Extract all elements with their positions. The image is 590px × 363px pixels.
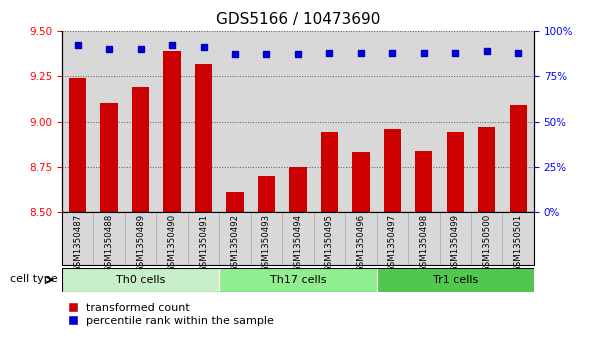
Bar (345, 212, 376, 265)
Bar (219, 268, 376, 292)
Text: GSM1350491: GSM1350491 (199, 214, 208, 272)
Point (388, 50, 397, 56)
Title: GDS5166 / 10473690: GDS5166 / 10473690 (216, 12, 380, 27)
Bar (282, 212, 314, 265)
Text: GSM1350488: GSM1350488 (104, 214, 114, 272)
Point (230, 52, 240, 57)
Text: GSM1350500: GSM1350500 (482, 214, 491, 272)
Text: GSM1350493: GSM1350493 (262, 214, 271, 272)
Point (168, 42, 177, 48)
Bar (415, 151, 432, 212)
Bar (219, 212, 251, 265)
Point (356, 50, 366, 56)
Bar (62, 268, 219, 292)
Point (293, 52, 303, 57)
Point (513, 50, 523, 56)
Text: Th17 cells: Th17 cells (270, 275, 326, 285)
Legend: transformed count, percentile rank within the sample: transformed count, percentile rank withi… (67, 301, 276, 327)
Bar (188, 212, 219, 265)
Bar (408, 212, 440, 265)
Text: GSM1350498: GSM1350498 (419, 214, 428, 272)
Text: GSM1350487: GSM1350487 (73, 214, 82, 272)
Bar (163, 51, 181, 212)
Bar (195, 64, 212, 212)
Bar (62, 212, 93, 265)
Bar (447, 132, 464, 212)
Bar (321, 132, 338, 212)
Point (199, 44, 208, 50)
Bar (227, 192, 244, 212)
Bar (314, 212, 345, 265)
Bar (125, 212, 156, 265)
Text: GSM1350501: GSM1350501 (514, 214, 523, 272)
Bar (352, 152, 369, 212)
Bar (69, 78, 86, 212)
Point (419, 50, 428, 56)
Point (482, 48, 491, 54)
Point (136, 46, 145, 52)
Bar (93, 212, 125, 265)
Bar (376, 212, 408, 265)
Text: GSM1350495: GSM1350495 (325, 214, 334, 272)
Bar (440, 212, 471, 265)
Bar (384, 129, 401, 212)
Bar (376, 268, 534, 292)
Text: GSM1350497: GSM1350497 (388, 214, 397, 272)
Bar (132, 87, 149, 212)
Text: GSM1350494: GSM1350494 (293, 214, 303, 272)
Point (262, 52, 271, 57)
Bar (156, 212, 188, 265)
Text: GSM1350492: GSM1350492 (231, 214, 240, 272)
Text: GSM1350490: GSM1350490 (168, 214, 176, 272)
Bar (478, 127, 496, 212)
Text: GSM1350489: GSM1350489 (136, 214, 145, 272)
Point (104, 46, 114, 52)
Bar (503, 212, 534, 265)
Text: GSM1350496: GSM1350496 (356, 214, 365, 272)
Text: Tr1 cells: Tr1 cells (432, 275, 478, 285)
Point (324, 50, 334, 56)
Point (451, 50, 460, 56)
Text: GSM1350499: GSM1350499 (451, 214, 460, 272)
Point (73, 42, 83, 48)
Bar (289, 167, 307, 212)
Bar (100, 103, 118, 212)
Bar (251, 212, 282, 265)
Bar (258, 176, 275, 212)
Bar (510, 105, 527, 212)
Text: Th0 cells: Th0 cells (116, 275, 165, 285)
Bar (471, 212, 503, 265)
Text: cell type: cell type (10, 274, 58, 284)
